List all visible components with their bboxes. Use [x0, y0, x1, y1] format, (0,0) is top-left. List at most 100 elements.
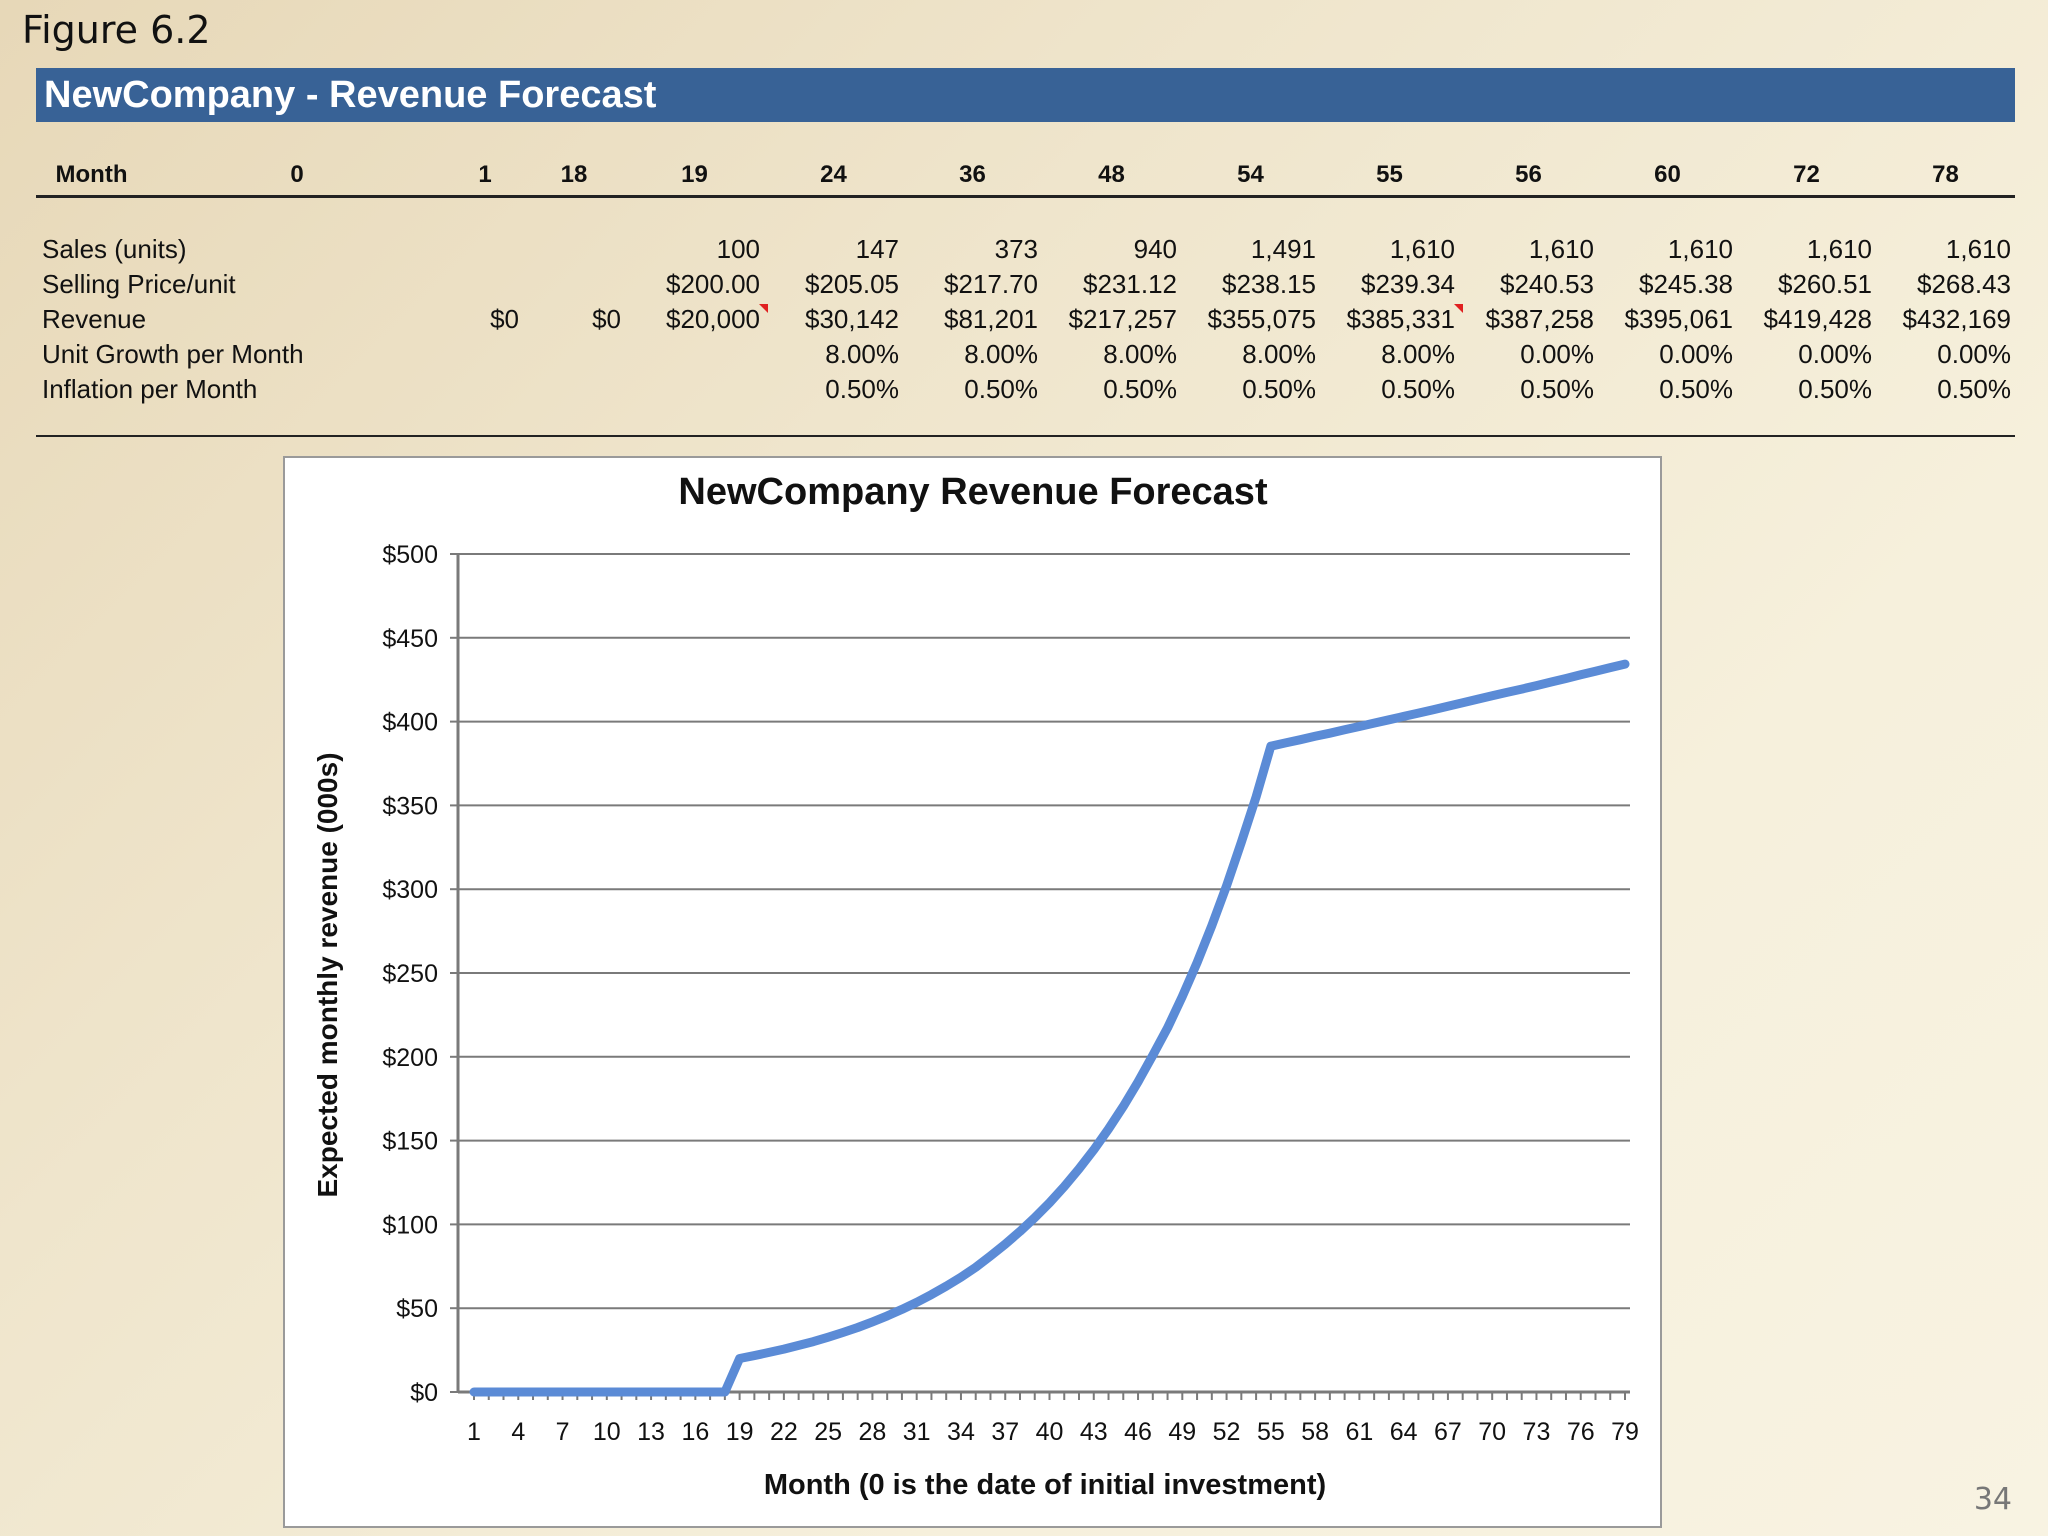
row-label: Inflation per Month — [42, 374, 258, 404]
y-tick-label: $150 — [382, 1128, 438, 1156]
x-tick-label: 37 — [991, 1418, 1019, 1446]
table-cell: $240.53 — [1500, 269, 1594, 299]
table-cell: $217,257 — [1068, 304, 1177, 334]
chart-title: NewCompany Revenue Forecast — [678, 471, 1268, 513]
y-tick-label: $0 — [410, 1379, 438, 1407]
table-cell: 0.50% — [964, 374, 1038, 404]
x-tick-label: 55 — [1257, 1418, 1285, 1446]
x-tick-label: 1 — [467, 1418, 481, 1446]
table-cell: $260.51 — [1778, 269, 1872, 299]
y-tick-label: $500 — [382, 541, 438, 569]
table-cell: 0.50% — [1242, 374, 1316, 404]
table-cell — [523, 267, 625, 302]
table-cell: 0.50% — [1937, 374, 2011, 404]
table-cell — [147, 372, 447, 415]
x-tick-label: 52 — [1213, 1418, 1241, 1446]
y-tick-label: $350 — [382, 792, 438, 820]
revenue-series-line — [469, 659, 1630, 1397]
table-cell — [447, 337, 523, 372]
table-cell: 940 — [1133, 234, 1177, 264]
table-header-cell: 78 — [1876, 155, 2015, 198]
y-tick-label: $100 — [382, 1211, 438, 1239]
y-tick-label: $450 — [382, 625, 438, 653]
table-cell: 1,610 — [1528, 234, 1594, 264]
table-cell: $217.70 — [944, 269, 1038, 299]
table-cell: $395,061 — [1624, 304, 1733, 334]
table-cell — [147, 267, 447, 302]
table-cell: 0.50% — [825, 374, 899, 404]
table-cell — [147, 232, 447, 267]
table-cell: $245.38 — [1639, 269, 1733, 299]
revenue-chart: NewCompany Revenue Forecast Expected mon… — [283, 456, 1662, 1528]
page-number: 34 — [1973, 1482, 2012, 1517]
table-cell: 0.00% — [1659, 339, 1733, 369]
x-tick-label: 16 — [681, 1418, 709, 1446]
figure-label: Figure 6.2 — [22, 8, 211, 52]
table-row: Sales (units) 100 147 373 940 1,491 1,610 1,610… — [36, 232, 2015, 267]
x-tick-label: 19 — [726, 1418, 754, 1446]
table-cell: $238.15 — [1222, 269, 1316, 299]
table-cell: 1,610 — [1667, 234, 1733, 264]
table-header-cell: 18 — [523, 155, 625, 198]
table-cell: $30,142 — [805, 304, 899, 334]
table-cell — [447, 232, 523, 267]
x-tick-label: 40 — [1036, 1418, 1064, 1446]
table-header-cell: 19 — [625, 155, 764, 198]
x-tick-label: 25 — [814, 1418, 842, 1446]
table-cell: 1,491 — [1250, 234, 1316, 264]
x-tick-label: 46 — [1124, 1418, 1152, 1446]
table-cell: $419,428 — [1763, 304, 1872, 334]
x-tick-label: 70 — [1478, 1418, 1506, 1446]
table-row: Unit Growth per Month 8.00% 8.00% 8.00% 8.00… — [36, 337, 2015, 372]
table-cell: $200.00 — [666, 269, 760, 299]
table-cell: 8.00% — [1103, 339, 1177, 369]
x-tick-label: 79 — [1611, 1418, 1639, 1446]
x-tick-label: 4 — [511, 1418, 525, 1446]
table-bottom-rule — [36, 435, 2015, 437]
table-cell — [523, 337, 625, 372]
y-tick-label: $400 — [382, 709, 438, 737]
table-cell: $432,169 — [1902, 304, 2011, 334]
x-tick-label: 67 — [1434, 1418, 1462, 1446]
table-cell — [523, 372, 625, 415]
table-header-cell: 55 — [1320, 155, 1459, 198]
forecast-table: Month 0 1 18 19 24 36 48 54 55 56 60 72 78 Sales (uni… — [36, 155, 2015, 415]
table-header-cell: 1 — [447, 155, 523, 198]
table-header-cell: 56 — [1459, 155, 1598, 198]
x-tick-label: 61 — [1345, 1418, 1373, 1446]
table-cell — [447, 267, 523, 302]
x-tick-label: 34 — [947, 1418, 975, 1446]
y-tick-label: $300 — [382, 876, 438, 904]
table-cell: 0.50% — [1798, 374, 1872, 404]
table-spacer — [36, 197, 2015, 233]
table-cell: $385,331 — [1320, 302, 1463, 337]
table-header-cell: 48 — [1042, 155, 1181, 198]
page-title: NewCompany - Revenue Forecast — [36, 68, 2015, 122]
x-tick-label: 22 — [770, 1418, 798, 1446]
table-cell: 100 — [716, 234, 760, 264]
table-cell: 8.00% — [825, 339, 899, 369]
table-cell: 0.50% — [1381, 374, 1455, 404]
x-tick-label: 49 — [1168, 1418, 1196, 1446]
y-tick-label: $50 — [396, 1295, 438, 1323]
y-tick-label: $250 — [382, 960, 438, 988]
table-cell — [447, 372, 523, 415]
table-cell — [147, 302, 447, 337]
table-cell — [523, 232, 625, 267]
table-cell — [625, 337, 764, 372]
x-tick-label: 7 — [556, 1418, 570, 1446]
table-cell: $20,000 — [625, 302, 768, 337]
table-cell: 0.50% — [1659, 374, 1733, 404]
table-row: Revenue $0 $0 $20,000 $30,142 $81,201 $217,257… — [36, 302, 2015, 337]
table-cell: $387,258 — [1485, 304, 1594, 334]
table-cell: $239.34 — [1361, 269, 1455, 299]
table-cell: 0.50% — [1520, 374, 1594, 404]
table-cell: 1,610 — [1945, 234, 2011, 264]
table-cell: $231.12 — [1083, 269, 1177, 299]
table-cell: 8.00% — [964, 339, 1038, 369]
table-header-cell: 54 — [1181, 155, 1320, 198]
table-header-month: Month — [36, 155, 147, 198]
table-row: Selling Price/unit $200.00 $205.05 $217.70 $… — [36, 267, 2015, 302]
table-header-cell: 36 — [903, 155, 1042, 198]
table-cell: $0 — [592, 304, 621, 334]
